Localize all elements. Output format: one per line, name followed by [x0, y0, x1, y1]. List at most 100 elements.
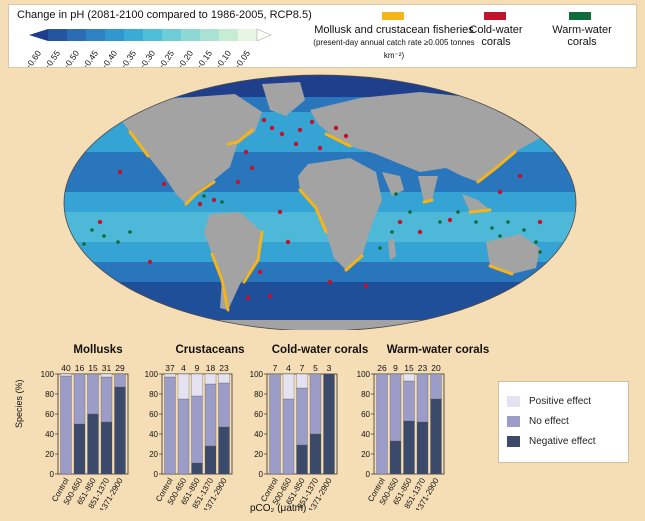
bar-count-label: 9 [195, 363, 200, 373]
ph-scale-label: −0.30 [137, 48, 158, 67]
bar-count-label: 4 [181, 363, 186, 373]
bar-segment [100, 421, 113, 475]
bar-segment [430, 398, 442, 475]
bar-panel: 0204060801007Control4500-6507651-8505851… [250, 363, 338, 510]
bar-segment [114, 386, 126, 475]
cold-coral-swatch [484, 12, 506, 20]
bar-count-label: 3 [327, 363, 332, 373]
y-tick-label: 40 [149, 430, 158, 439]
ph-scale-cell [200, 29, 219, 41]
bar-segment [403, 420, 415, 475]
legend-positive-label: Positive effect [529, 396, 592, 408]
bar-segment [282, 398, 295, 475]
ph-scale-cell [29, 29, 48, 41]
ph-scale-cell [124, 29, 143, 41]
bar-count-label: 15 [88, 363, 98, 373]
ph-scale-label: −0.55 [42, 48, 63, 67]
southeast-asia [462, 194, 490, 212]
legend-negative: Negative effect [507, 436, 596, 447]
y-tick-label: 80 [254, 390, 263, 399]
bar-segment [100, 373, 113, 378]
europe-asia [310, 92, 545, 182]
bar-segment [191, 462, 203, 475]
bar-segment [323, 373, 335, 475]
bar-segment [87, 413, 99, 475]
world-map [63, 74, 577, 330]
ph-color-scale: −0.60−0.55−0.50−0.45−0.40−0.35−0.30−0.25… [25, 28, 272, 67]
y-tick-label: 60 [45, 410, 54, 419]
y-tick-label: 20 [149, 450, 158, 459]
legend-positive: Positive effect [507, 396, 591, 407]
y-tick-label: 100 [357, 370, 371, 379]
warm-coral-swatch [569, 12, 591, 20]
fisheries-overlay [128, 128, 517, 312]
bar-charts: 02040608010040Control16500-65015651-8503… [41, 363, 445, 510]
bar-segment [269, 373, 281, 475]
bar-count-label: 7 [300, 363, 305, 373]
bar-count-label: 31 [102, 363, 112, 373]
bar-segment [204, 373, 217, 385]
bar-segment [73, 423, 86, 475]
south-america [204, 212, 262, 310]
y-tick-label: 80 [45, 390, 54, 399]
bar-count-label: 9 [393, 363, 398, 373]
bar-segment [218, 373, 230, 384]
panel-title-crustaceans: Crustaceans [175, 344, 245, 356]
greenland [262, 82, 305, 116]
bar-segment [416, 421, 429, 475]
map-legend: Change in pH (2081-2100 compared to 1986… [8, 4, 637, 68]
bar-segment [389, 440, 402, 475]
negative-swatch [507, 436, 520, 447]
bar-segment [218, 426, 230, 475]
bar-count-label: 15 [404, 363, 414, 373]
bar-segment [177, 398, 190, 475]
warm-coral-label: Warm-water corals [547, 24, 617, 48]
cold-coral-label: Cold-water corals [464, 24, 528, 48]
bar-segment [191, 395, 203, 464]
y-tick-label: 100 [41, 370, 55, 379]
panel-title-cold-water-corals: Cold-water corals [271, 344, 369, 356]
ph-scale-label: −0.35 [118, 48, 139, 67]
bar-panel: 02040608010040Control16500-65015651-8503… [41, 363, 129, 510]
fisheries-swatch [382, 12, 404, 20]
bar-segment [87, 373, 99, 415]
bar-segment [204, 383, 217, 447]
warm-coral-label-2: corals [567, 36, 597, 48]
ph-scale-label: −0.20 [175, 48, 196, 67]
bar-count-label: 4 [286, 363, 291, 373]
ph-scale-cell [238, 29, 257, 41]
bar-segment [204, 445, 217, 475]
bar-count-label: 37 [165, 363, 175, 373]
new-zealand [552, 276, 562, 294]
y-tick-label: 0 [50, 470, 55, 479]
y-tick-label: 100 [145, 370, 159, 379]
y-tick-label: 60 [254, 410, 263, 419]
ph-scale-end [256, 28, 272, 42]
arctic-band [64, 75, 576, 97]
bar-segment [60, 373, 72, 377]
bar-segment [177, 373, 190, 400]
panel-title-mollusks: Mollusks [73, 344, 123, 356]
no-effect-swatch [507, 416, 520, 427]
cold-coral-label-2: corals [481, 36, 511, 48]
australia [486, 234, 540, 274]
arabia [382, 172, 404, 196]
bar-segment [60, 375, 72, 475]
ph-scale-label: −0.45 [80, 48, 101, 67]
bar-count-label: 20 [431, 363, 441, 373]
bar-segment [430, 373, 442, 400]
bar-segment [403, 380, 415, 422]
y-tick-label: 20 [361, 450, 370, 459]
bar-segment [376, 373, 388, 475]
fisheries-title: Mollusk and crustacean fisheries [314, 24, 474, 36]
x-axis-title: pCO₂ (μatm) [250, 503, 307, 514]
y-tick-label: 40 [254, 430, 263, 439]
bar-segment [218, 382, 230, 428]
bar-count-label: 29 [115, 363, 125, 373]
y-tick-label: 40 [361, 430, 370, 439]
cold-coral-overlay [97, 117, 559, 301]
ph-scale-cell [48, 29, 67, 41]
legend-negative-label: Negative effect [529, 436, 596, 448]
y-tick-label: 60 [361, 410, 370, 419]
bar-count-label: 7 [273, 363, 278, 373]
